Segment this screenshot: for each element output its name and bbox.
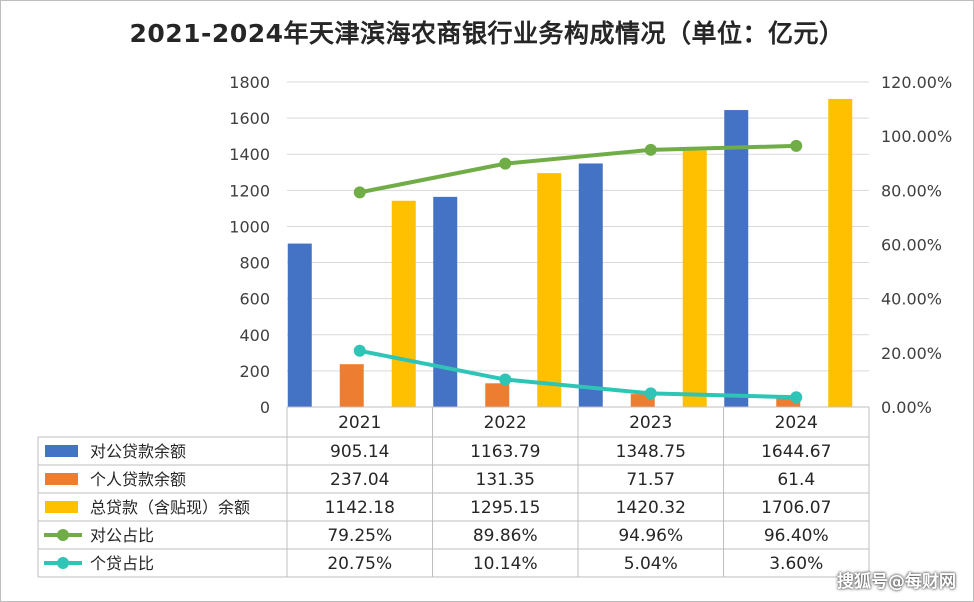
table-cell-value: 5.04% (624, 554, 678, 574)
table-cell-value: 1295.15 (470, 498, 540, 518)
table-cell-value: 905.14 (330, 442, 389, 462)
point-personal-ratio (790, 391, 802, 403)
left-axis-tick-label: 1600 (229, 109, 270, 128)
legend-series-name: 对公贷款余额 (90, 442, 186, 461)
bar-total (828, 99, 852, 407)
table-cell-value: 1644.67 (761, 442, 831, 462)
point-corporate-ratio (499, 158, 511, 170)
table-cell-value: 1348.75 (616, 442, 686, 462)
bar-corporate (579, 163, 603, 407)
table-cell-value: 3.60% (769, 554, 823, 574)
category-label: 2021 (338, 413, 381, 433)
point-corporate-ratio (645, 144, 657, 156)
left-axis-tick-label: 800 (239, 254, 270, 273)
bar-total (392, 201, 416, 407)
source-watermark: 搜狐号@每财网 (837, 567, 956, 592)
right-axis-tick-label: 80.00% (881, 181, 942, 200)
legend-series-name: 总贷款（含贴现）余额 (90, 498, 250, 517)
right-axis-tick-label: 120.00% (881, 73, 952, 92)
legend-swatch-bar (45, 501, 78, 513)
point-personal-ratio (645, 387, 657, 399)
right-axis-tick-label: 40.00% (881, 290, 942, 309)
legend-swatch-bar (45, 473, 78, 485)
category-label: 2022 (484, 413, 527, 433)
legend-series-name: 对公占比 (90, 526, 154, 545)
category-label: 2024 (775, 413, 818, 433)
point-corporate-ratio (354, 186, 366, 198)
table-cell-value: 10.14% (473, 554, 538, 574)
table-cell-value: 1420.32 (616, 498, 686, 518)
bar-corporate (288, 244, 312, 407)
category-label: 2023 (629, 413, 672, 433)
bar-personal (485, 383, 509, 407)
table-cell-value: 1163.79 (470, 442, 540, 462)
legend-series-name: 个贷占比 (90, 554, 154, 573)
table-cell-value: 1706.07 (761, 498, 831, 518)
left-axis-tick-label: 1200 (229, 181, 270, 200)
table-cell-value: 131.35 (476, 470, 535, 490)
left-axis-tick-label: 1400 (229, 145, 270, 164)
legend-series-name: 个人贷款余额 (90, 470, 186, 489)
right-axis-tick-label: 0.00% (881, 398, 932, 417)
right-axis-tick-label: 100.00% (881, 127, 952, 146)
table-cell-value: 237.04 (330, 470, 389, 490)
bar-corporate (433, 197, 457, 407)
left-axis-tick-label: 400 (239, 326, 270, 345)
table-cell-value: 96.40% (764, 526, 829, 546)
right-axis-tick-label: 60.00% (881, 236, 942, 255)
point-personal-ratio (354, 345, 366, 357)
table-cell-value: 20.75% (327, 554, 392, 574)
legend-swatch-marker (57, 557, 69, 569)
bar-personal (340, 364, 364, 407)
table-cell-value: 79.25% (327, 526, 392, 546)
legend-swatch-bar (45, 445, 78, 457)
table-cell-value: 61.4 (777, 470, 815, 490)
legend-swatch-marker (57, 529, 69, 541)
point-personal-ratio (499, 374, 511, 386)
left-axis-tick-label: 600 (239, 290, 270, 309)
left-axis-tick-label: 0 (260, 398, 270, 417)
table-cell-value: 71.57 (626, 470, 675, 490)
right-axis-tick-label: 20.00% (881, 344, 942, 363)
table-cell-value: 94.96% (618, 526, 683, 546)
left-axis-tick-label: 200 (239, 362, 270, 381)
bar-corporate (724, 110, 748, 407)
bar-total (683, 151, 707, 407)
left-axis-tick-label: 1000 (229, 217, 270, 236)
table-cell-value: 89.86% (473, 526, 538, 546)
bar-total (537, 173, 561, 407)
left-axis-tick-label: 1800 (229, 73, 270, 92)
table-cell-value: 1142.18 (325, 498, 395, 518)
point-corporate-ratio (790, 140, 802, 152)
